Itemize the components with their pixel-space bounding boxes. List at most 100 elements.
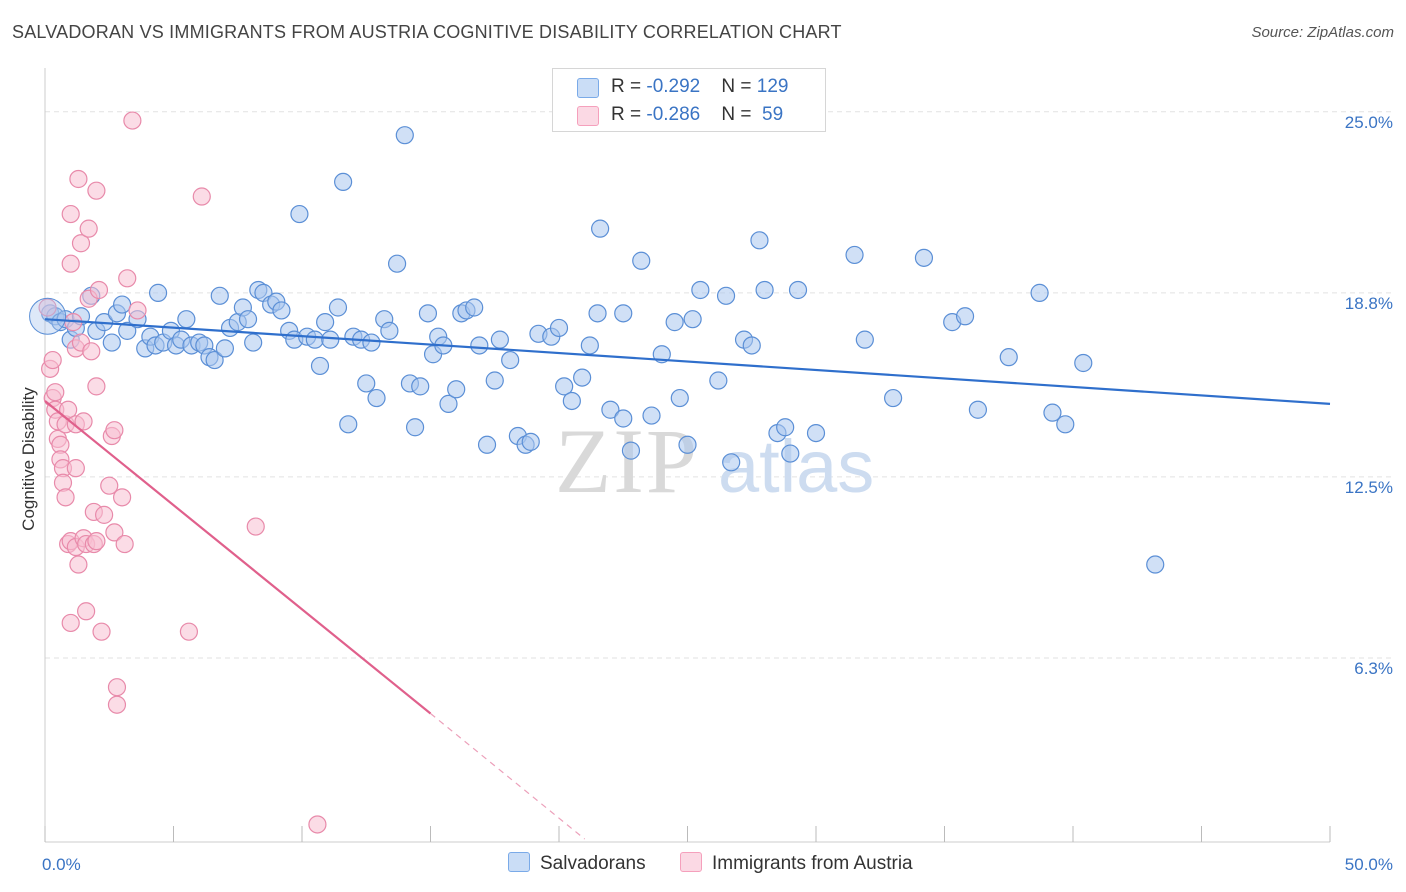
data-point	[69, 169, 88, 189]
data-point	[716, 286, 736, 305]
data-point	[105, 523, 124, 542]
data-point	[92, 622, 111, 641]
data-point	[1074, 353, 1093, 373]
trend-lines	[44, 318, 1331, 840]
data-point	[691, 280, 710, 300]
axis-labels: 6.3% 12.5% 18.8% 25.0% 0.0% 50.0% Cognitive Di…	[19, 113, 1393, 874]
chart-title: SALVADORAN VS IMMIGRANTS FROM AUSTRIA CO…	[12, 22, 842, 42]
data-point	[470, 336, 489, 355]
data-point	[387, 254, 407, 273]
data-point	[968, 400, 988, 419]
data-point	[357, 374, 376, 393]
data-point	[87, 532, 106, 551]
stats-row-salvadorans: R = -0.292 N = 129	[553, 73, 825, 101]
data-point	[683, 310, 702, 329]
data-point	[321, 330, 340, 349]
data-point	[102, 333, 121, 352]
data-point	[788, 280, 808, 300]
n-value: 59	[756, 104, 784, 125]
data-point	[246, 517, 265, 536]
legend-label: Salvadorans	[540, 853, 646, 874]
data-point	[395, 126, 414, 145]
n-label: N =	[721, 104, 757, 125]
data-point	[79, 219, 98, 238]
watermark-atlas: atlas	[718, 425, 874, 508]
data-point	[128, 301, 147, 320]
data-point	[61, 613, 80, 633]
data-point	[709, 371, 728, 390]
r-label: R =	[611, 76, 647, 97]
data-point	[678, 435, 697, 454]
data-point	[43, 350, 62, 370]
legend-label: Immigrants from Austria	[712, 853, 913, 874]
data-point	[29, 297, 67, 335]
data-point	[66, 459, 85, 478]
r-value: -0.292	[646, 76, 701, 97]
data-point	[61, 204, 80, 224]
data-point	[46, 383, 65, 402]
data-point	[107, 678, 127, 697]
data-point	[642, 406, 661, 425]
data-point	[339, 415, 358, 434]
y-tick-label: 6.3%	[1354, 659, 1393, 678]
series-0	[41, 126, 1165, 574]
data-point	[215, 339, 234, 358]
data-point	[362, 333, 381, 352]
legend-item-austria: Immigrants from Austria	[680, 852, 913, 875]
data-point	[272, 301, 291, 320]
data-point	[105, 421, 124, 440]
data-point	[549, 318, 569, 338]
data-point	[806, 423, 826, 443]
x-tick-label: 50.0%	[1345, 855, 1393, 874]
data-point	[95, 505, 114, 524]
data-point	[614, 409, 633, 428]
data-point	[999, 348, 1018, 367]
y-tick-label: 18.8%	[1345, 294, 1393, 313]
data-point	[118, 321, 137, 340]
data-point	[781, 444, 800, 463]
data-point	[310, 356, 330, 376]
data-point	[77, 602, 96, 621]
n-value: 129	[756, 76, 789, 97]
data-point	[69, 555, 88, 574]
data-point	[1056, 415, 1075, 434]
data-point	[87, 377, 106, 396]
legend-item-salvadorans: Salvadorans	[508, 852, 646, 875]
data-point	[316, 313, 335, 332]
data-point	[591, 219, 610, 238]
data-point	[308, 815, 327, 834]
data-point	[177, 310, 196, 329]
data-point	[776, 418, 795, 437]
data-point	[328, 298, 348, 317]
data-point	[883, 388, 903, 408]
data-point	[148, 283, 168, 302]
data-point	[490, 330, 509, 349]
austria-swatch	[577, 106, 599, 126]
data-point	[573, 368, 592, 387]
data-point	[123, 111, 142, 130]
data-point	[477, 435, 497, 454]
data-points	[29, 111, 1165, 834]
data-point	[179, 622, 199, 641]
stats-row-austria: R = -0.286 N = 59	[553, 101, 825, 129]
data-point	[521, 432, 540, 451]
data-point	[750, 231, 769, 250]
data-point	[914, 248, 934, 267]
trend-line-0	[44, 318, 1331, 405]
data-point	[244, 333, 263, 352]
data-point	[501, 350, 520, 370]
data-point	[405, 418, 425, 437]
data-point	[955, 307, 975, 326]
data-point	[87, 181, 106, 200]
data-point	[755, 280, 774, 300]
trend-extension-1	[430, 713, 586, 840]
data-point	[1146, 555, 1165, 574]
y-tick-label: 12.5%	[1345, 478, 1393, 497]
data-point	[614, 304, 633, 323]
data-point	[210, 286, 229, 305]
data-point	[100, 476, 119, 495]
austria-legend-swatch	[680, 852, 702, 872]
data-point	[89, 280, 109, 300]
data-point	[290, 204, 309, 224]
